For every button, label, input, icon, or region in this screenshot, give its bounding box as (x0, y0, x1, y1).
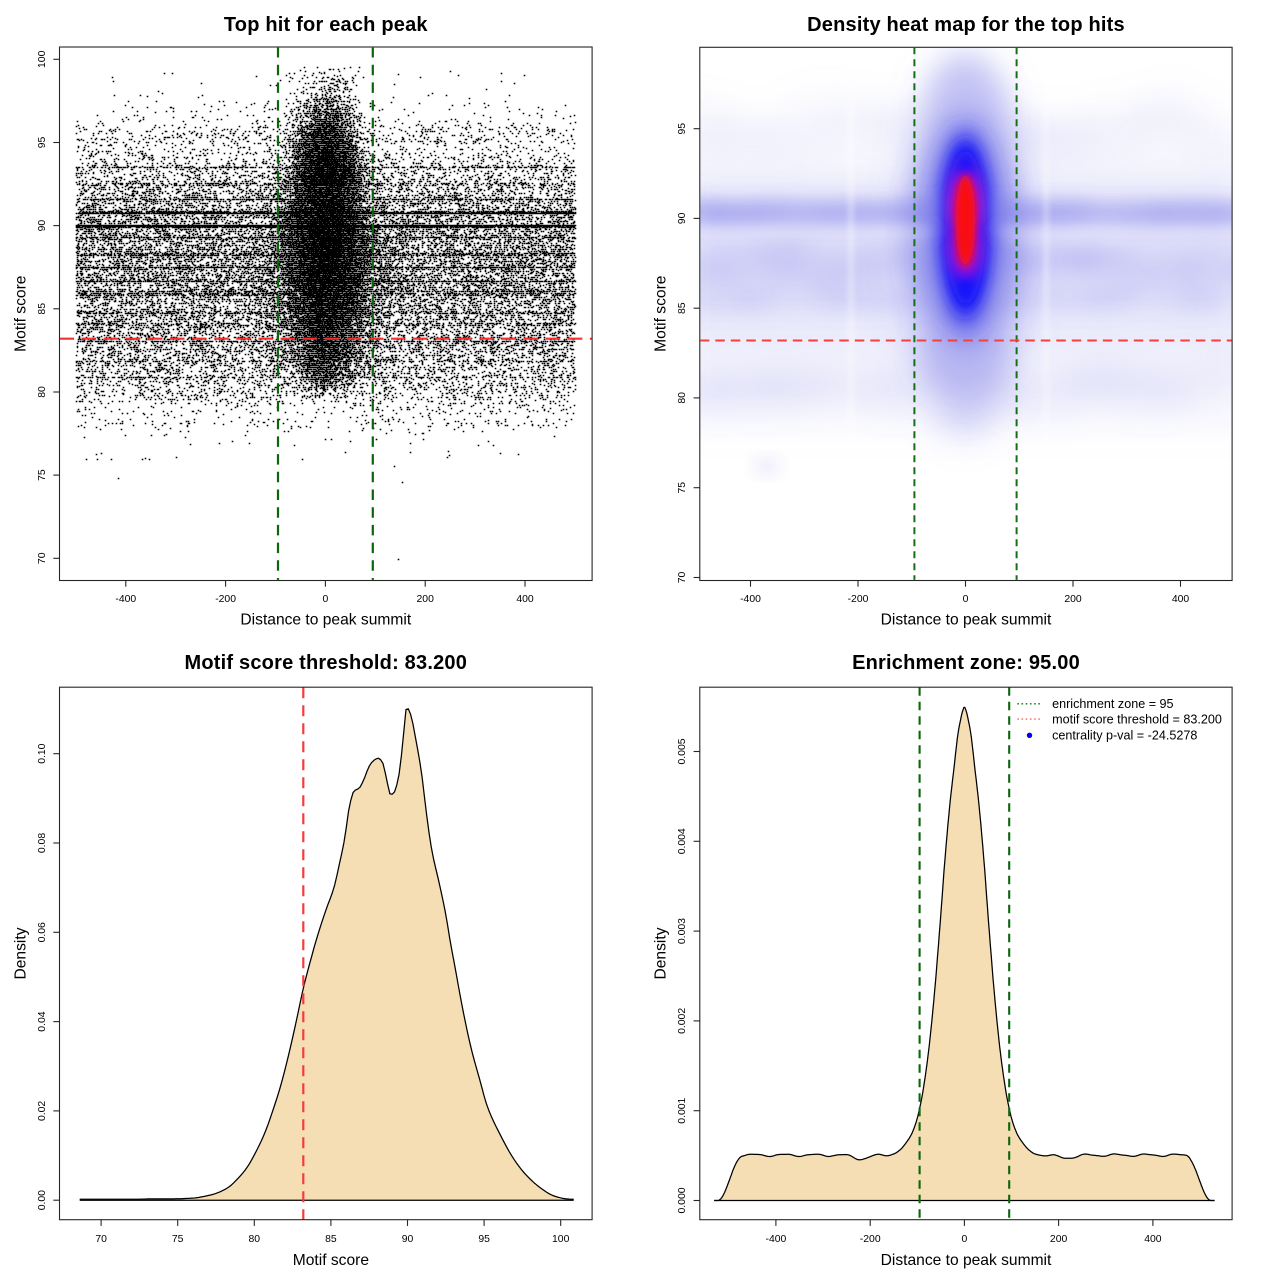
svg-text:centrality p-val = -24.5278: centrality p-val = -24.5278 (1052, 729, 1197, 743)
svg-text:75: 75 (172, 1234, 184, 1245)
svg-text:400: 400 (1144, 1234, 1162, 1245)
svg-text:0.00: 0.00 (37, 1190, 48, 1210)
svg-text:95: 95 (478, 1234, 490, 1245)
svg-text:75: 75 (677, 482, 688, 494)
svg-text:75: 75 (37, 469, 48, 481)
svg-text:Distance to peak summit: Distance to peak summit (240, 612, 411, 629)
svg-text:100: 100 (37, 50, 48, 68)
svg-text:70: 70 (95, 1234, 107, 1245)
svg-text:85: 85 (325, 1234, 337, 1245)
svg-text:Motif score: Motif score (13, 276, 30, 352)
svg-text:motif score threshold = 83.200: motif score threshold = 83.200 (1052, 712, 1222, 726)
svg-text:0: 0 (963, 594, 969, 605)
svg-text:0: 0 (323, 594, 329, 605)
svg-text:0.004: 0.004 (677, 828, 688, 854)
svg-text:95: 95 (37, 137, 48, 149)
svg-text:0.002: 0.002 (677, 1008, 688, 1034)
svg-text:Motif score: Motif score (293, 1252, 369, 1269)
svg-text:200: 200 (1064, 594, 1082, 605)
svg-text:Enrichment zone: 95.00: Enrichment zone: 95.00 (852, 652, 1080, 674)
svg-text:Top hit for each peak: Top hit for each peak (224, 14, 429, 36)
svg-text:-400: -400 (766, 1234, 787, 1245)
svg-text:95: 95 (677, 123, 688, 135)
svg-text:85: 85 (37, 303, 48, 315)
svg-text:Motif score threshold: 83.200: Motif score threshold: 83.200 (185, 652, 468, 674)
svg-text:Motif score: Motif score (653, 276, 670, 352)
svg-text:400: 400 (516, 594, 534, 605)
svg-text:80: 80 (677, 392, 688, 404)
svg-text:0.000: 0.000 (677, 1187, 688, 1213)
svg-text:200: 200 (1050, 1234, 1068, 1245)
svg-text:200: 200 (417, 594, 435, 605)
svg-text:Density: Density (13, 927, 30, 979)
svg-text:Density heat map for the top h: Density heat map for the top hits (807, 14, 1125, 36)
svg-text:70: 70 (37, 552, 48, 564)
svg-text:80: 80 (249, 1234, 261, 1245)
svg-text:70: 70 (677, 572, 688, 584)
svg-text:0.003: 0.003 (677, 918, 688, 944)
svg-text:enrichment zone = 95: enrichment zone = 95 (1052, 697, 1173, 711)
svg-text:90: 90 (677, 212, 688, 224)
svg-text:-200: -200 (860, 1234, 881, 1245)
svg-text:85: 85 (677, 302, 688, 314)
svg-text:0.08: 0.08 (37, 833, 48, 853)
svg-text:80: 80 (37, 386, 48, 398)
svg-text:0.04: 0.04 (37, 1011, 48, 1031)
svg-text:100: 100 (552, 1234, 570, 1245)
svg-text:0.005: 0.005 (677, 738, 688, 764)
svg-text:-400: -400 (115, 594, 136, 605)
svg-text:-200: -200 (215, 594, 236, 605)
svg-text:Density: Density (653, 927, 670, 979)
svg-text:90: 90 (37, 220, 48, 232)
svg-text:0: 0 (962, 1234, 968, 1245)
svg-text:0.10: 0.10 (37, 743, 48, 763)
svg-text:0.02: 0.02 (37, 1101, 48, 1121)
svg-text:0.06: 0.06 (37, 922, 48, 942)
svg-text:Distance to peak summit: Distance to peak summit (881, 1252, 1052, 1269)
svg-text:-200: -200 (848, 594, 869, 605)
svg-text:Distance to peak summit: Distance to peak summit (881, 612, 1052, 629)
svg-text:400: 400 (1172, 594, 1190, 605)
svg-text:0.001: 0.001 (677, 1097, 688, 1123)
svg-text:90: 90 (402, 1234, 414, 1245)
svg-text:-400: -400 (740, 594, 761, 605)
